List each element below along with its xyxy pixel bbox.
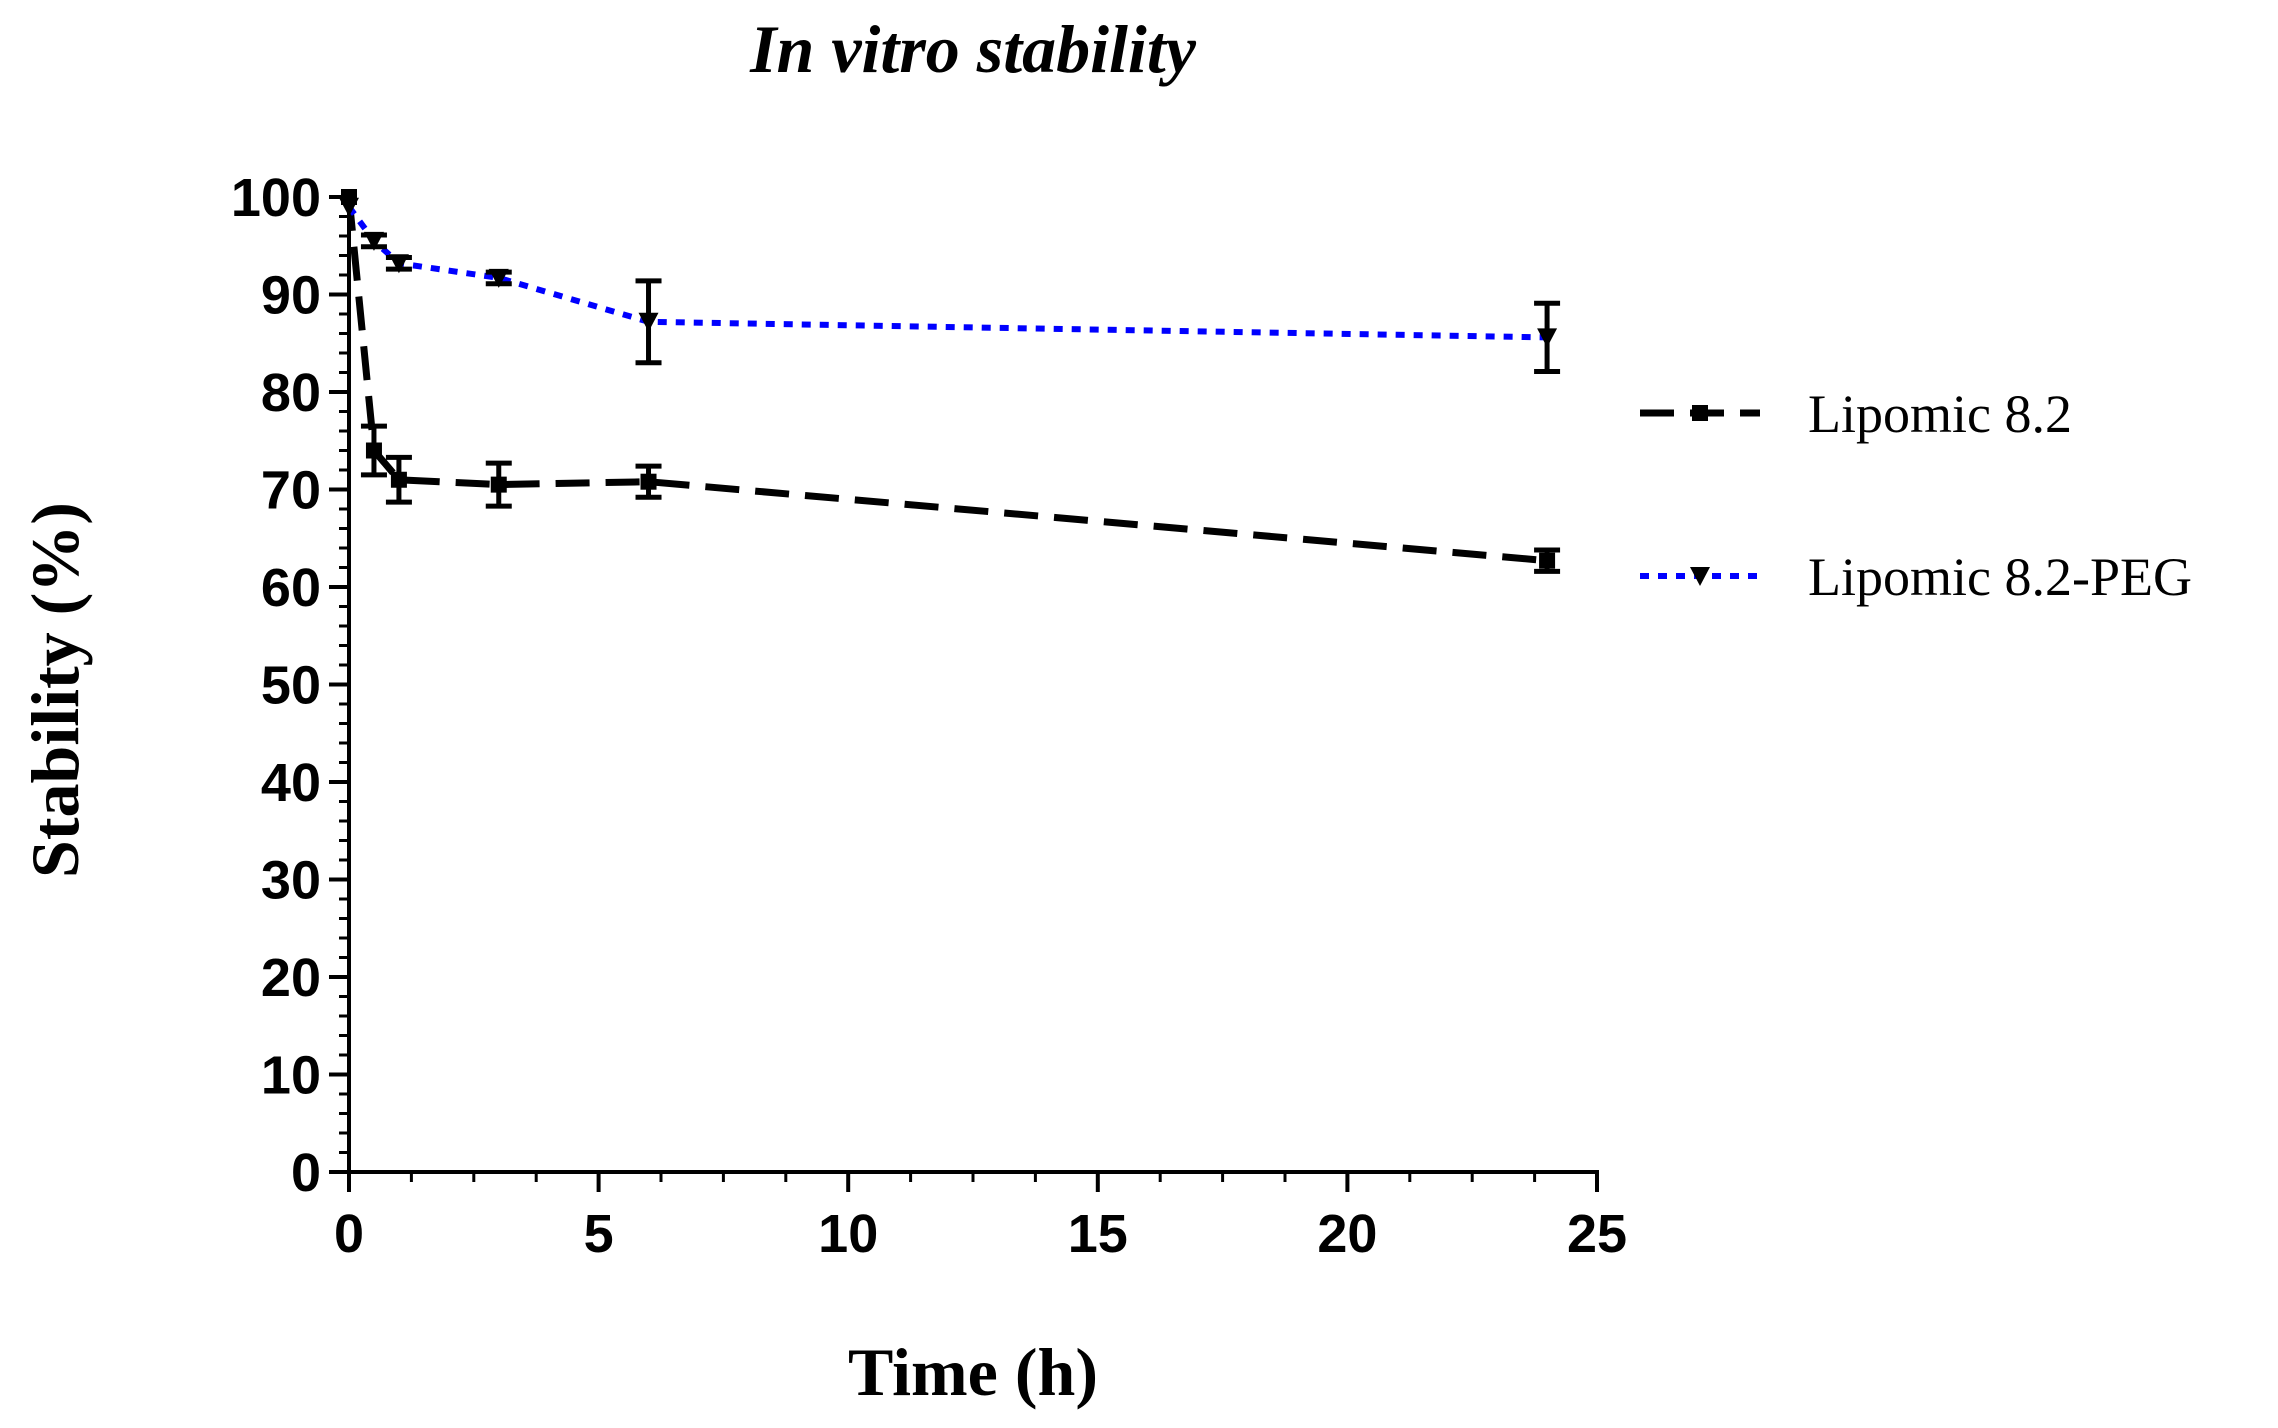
data-point [640, 473, 657, 490]
y-tick-label: 90 [261, 266, 321, 326]
series-line [345, 196, 1548, 565]
series-line [346, 205, 1548, 341]
data-point [1537, 328, 1558, 348]
data-point [388, 254, 409, 274]
y-tick-label: 10 [261, 1046, 321, 1106]
legend-label: Lipomic 8.2-PEG [1808, 547, 2192, 607]
x-tick-label: 5 [584, 1204, 614, 1264]
y-tick-label: 40 [261, 753, 321, 813]
data-point [365, 442, 382, 459]
y-tick-label: 100 [231, 168, 321, 228]
data-point [488, 268, 509, 288]
data-point [363, 231, 384, 251]
legend-marker [1690, 567, 1710, 586]
x-tick-label: 0 [334, 1204, 364, 1264]
y-tick-label: 70 [261, 461, 321, 521]
legend-item-1: Lipomic 8.2 [1640, 384, 2072, 444]
y-tick-label: 50 [261, 656, 321, 716]
x-tick-label: 10 [818, 1204, 878, 1264]
y-tick-label: 80 [261, 363, 321, 423]
legend-marker [1692, 405, 1708, 421]
x-tick-label: 25 [1567, 1204, 1627, 1264]
legend-item-2: Lipomic 8.2-PEG [1640, 547, 2192, 607]
x-tick-label: 15 [1068, 1204, 1128, 1264]
data-point [1539, 552, 1556, 569]
plot-area [339, 189, 1561, 574]
axes: 0 10 20 30 40 50 60 70 80 90 100 0 5 10 15 20 25 [231, 168, 1627, 1264]
y-tick-label: 60 [261, 558, 321, 618]
data-point [490, 476, 507, 493]
x-axis-label: Time (h) [848, 1334, 1098, 1410]
y-tick-label: 30 [261, 851, 321, 911]
data-point [638, 312, 659, 332]
series-2 [339, 197, 1561, 375]
y-tick-label: 0 [291, 1143, 321, 1203]
y-axis-label: Stability (%) [17, 502, 93, 878]
series-1 [341, 189, 1561, 574]
data-point [339, 197, 359, 217]
data-point [390, 471, 407, 488]
legend-label: Lipomic 8.2 [1808, 384, 2072, 444]
legend: Lipomic 8.2 Lipomic 8.2-PEG [1640, 384, 2192, 607]
chart-title: In vitro stability [749, 11, 1197, 87]
x-tick-label: 20 [1317, 1204, 1377, 1264]
y-tick-label: 20 [261, 948, 321, 1008]
